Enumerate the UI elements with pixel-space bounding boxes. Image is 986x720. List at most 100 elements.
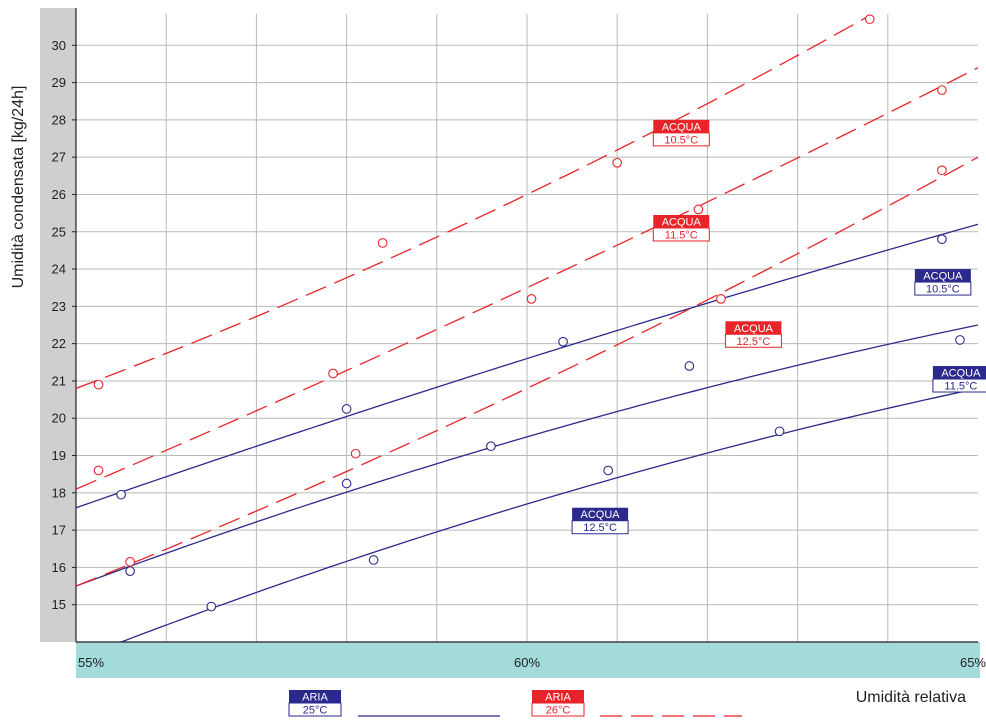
data-point	[693, 204, 704, 215]
x-tick-label: 65%	[960, 655, 986, 670]
data-point	[93, 465, 104, 476]
series-label-frame	[932, 378, 986, 393]
legend-label-line1: ARIA	[545, 692, 571, 704]
series-line-1	[75, 223, 979, 509]
data-point	[116, 489, 126, 500]
series-layer	[75, 14, 979, 643]
data-point	[125, 556, 135, 567]
series-line-2	[75, 324, 979, 587]
legend-label-line2: 25°C	[303, 705, 328, 717]
series-label-fill	[572, 507, 629, 521]
series-label-line1: ACQUA	[941, 368, 981, 380]
series-label-frame	[652, 132, 710, 147]
series-label-line1: ACQUA	[662, 121, 702, 133]
series-line-6	[75, 156, 979, 587]
series-labels: ACQUA10.5°CACQUA11.5°CACQUA12.5°CACQUA10…	[571, 119, 986, 535]
data-point	[937, 234, 947, 245]
series-label-line2: 11.5°C	[665, 229, 698, 241]
data-point	[328, 368, 338, 379]
y-tick-label: 18	[52, 485, 66, 500]
y-tick-label: 20	[52, 411, 66, 426]
y-tick-label: 17	[52, 523, 66, 538]
series-label-line1: ACQUA	[581, 509, 621, 521]
legend-swatch-fill	[289, 690, 341, 703]
legend-label-line2: 26°C	[546, 705, 571, 717]
series-label-frame	[724, 333, 782, 348]
series-label-line2: 11.5°C	[944, 381, 977, 393]
data-point	[558, 336, 568, 347]
y-axis-title: Umidità condensata [kg/24h]	[10, 86, 27, 289]
series-label-frame	[914, 281, 972, 296]
data-point	[486, 441, 496, 452]
data-point	[864, 14, 875, 25]
legend-swatch-fill	[532, 690, 584, 703]
y-tick-label: 23	[52, 299, 66, 314]
series-label-frame	[571, 520, 629, 535]
legend-label-line1: ARIA	[302, 692, 328, 704]
y-tick-label: 26	[52, 187, 66, 202]
y-tick-label: 24	[52, 262, 66, 277]
series-label-fill	[725, 321, 782, 335]
data-point	[774, 426, 785, 437]
x-tick-label: 60%	[514, 655, 540, 670]
series-label-fill	[653, 214, 710, 228]
data-point	[341, 404, 352, 414]
gridlines	[76, 14, 978, 642]
data-point	[368, 555, 379, 565]
y-tick-label: 16	[52, 560, 66, 575]
series-line-4	[75, 14, 871, 390]
x-axis-title: Umidità relativa	[856, 689, 966, 706]
series-label-fill	[653, 119, 710, 133]
data-point	[937, 85, 947, 95]
y-tick-label: 19	[52, 448, 66, 463]
data-point	[612, 157, 623, 168]
y-tick-label: 27	[52, 150, 66, 165]
y-tick-label: 21	[52, 373, 66, 388]
series-label-line1: ACQUA	[923, 271, 963, 283]
series-label-line2: 10.5°C	[926, 284, 960, 296]
data-point	[684, 361, 695, 371]
series-label-line2: 12.5°C	[583, 522, 617, 534]
series-line-5	[75, 67, 979, 490]
series-label-line2: 12.5°C	[737, 336, 771, 348]
series-label-line1: ACQUA	[662, 216, 702, 228]
data-point	[377, 238, 388, 248]
data-point	[937, 165, 947, 176]
data-point	[125, 566, 135, 576]
data-point	[350, 448, 361, 459]
axes	[75, 8, 978, 643]
data-point	[603, 465, 614, 476]
data-point	[716, 294, 726, 304]
data-point	[93, 379, 104, 390]
y-tick-label: 25	[52, 224, 66, 239]
series-label-fill	[914, 269, 971, 283]
data-point	[206, 601, 217, 612]
data-point	[955, 335, 965, 345]
series-line-3	[120, 387, 979, 643]
data-point	[341, 478, 352, 489]
y-tick-label: 28	[52, 112, 66, 127]
data-point	[526, 294, 537, 304]
y-tick-label: 29	[52, 75, 66, 90]
series-label-line2: 10.5°C	[664, 134, 698, 146]
series-label-line1: ACQUA	[734, 323, 774, 335]
series-label-frame	[652, 227, 710, 242]
legend-swatch-frame	[531, 702, 585, 717]
y-axis-band	[40, 8, 76, 642]
y-tick-label: 15	[52, 597, 66, 612]
tick-labels: 15 16 17 18 19 20 21 22 23 24 25 26 27 28 29 30 55% 60% 65…	[52, 38, 986, 670]
y-tick-label: 30	[52, 38, 66, 53]
legend-swatch-frame	[288, 702, 342, 717]
y-tick-label: 22	[52, 336, 66, 351]
x-tick-label: 55%	[78, 655, 104, 670]
x-axis-band	[76, 642, 980, 678]
